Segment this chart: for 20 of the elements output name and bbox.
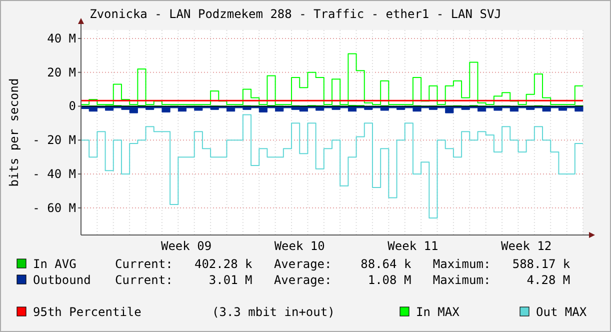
y-tick-label: 40 M	[47, 31, 76, 46]
legend-label: Out MAX	[536, 305, 588, 319]
y-tick-label: - 60 M	[32, 200, 76, 215]
y-tick-label: - 40 M	[32, 167, 76, 182]
y-axis-title: bits per second	[7, 78, 21, 187]
x-tick-label: Week 09	[160, 239, 212, 253]
x-tick-label: Week 11	[388, 239, 438, 253]
chart-title: Zvonicka - LAN Podzmekem 288 - Traffic - ether1 - LAN SVJ	[90, 7, 502, 21]
y-tick-label: 20 M	[47, 65, 76, 80]
y-tick-label: 0	[68, 99, 76, 114]
legend-label: In AVG	[33, 257, 76, 271]
legend-label: Outbound	[33, 273, 91, 287]
text: Current: 402.28 k Average: 88.64 k Maximum: 588.17 k	[115, 257, 571, 271]
x-tick-label: Week 12	[501, 239, 552, 253]
x-tick-label: Week 10	[274, 239, 325, 253]
y-tick-label: - 20 M	[32, 133, 76, 148]
legend-label: 95th Percentile	[33, 305, 142, 319]
text: Current: 3.01 M Average: 1.08 M Maximum: 4.28 M	[115, 273, 570, 287]
legend-label: In MAX	[416, 305, 460, 319]
text: (3.3 mbit in+out)	[212, 305, 335, 319]
